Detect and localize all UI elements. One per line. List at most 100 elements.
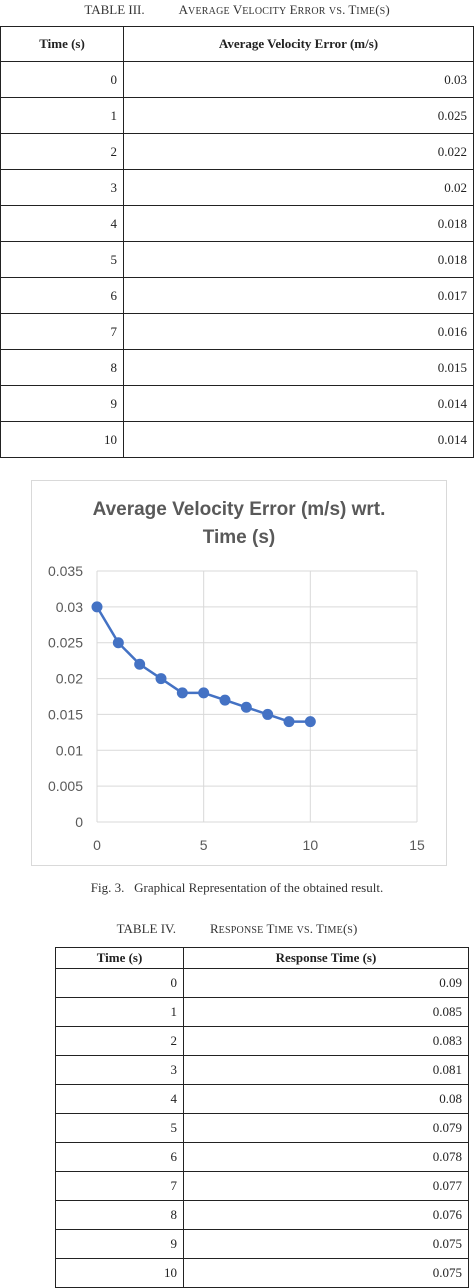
table-row: 2 0.083 (55, 1026, 469, 1056)
table-cell-time: 2 (0, 133, 124, 170)
y-tick-label: 0.015 (48, 706, 83, 722)
table4-header-time: Time (s) (55, 947, 184, 969)
table-cell-value: 0.09 (183, 968, 469, 998)
table-row: 8 0.015 (0, 349, 474, 386)
table-cell-time: 6 (0, 277, 124, 314)
table-row: 2 0.022 (0, 133, 474, 170)
table3-header-row: Time (s) Average Velocity Error (m/s) (0, 26, 474, 62)
table-cell-time: 1 (0, 97, 124, 134)
table-cell-value: 0.02 (123, 169, 474, 206)
y-tick-label: 0.03 (56, 599, 83, 615)
table-row: 7 0.077 (55, 1171, 469, 1201)
data-point (134, 658, 146, 670)
table-cell-value: 0.079 (183, 1113, 469, 1143)
x-tick-label: 0 (93, 837, 101, 853)
chart-area: Average Velocity Error (m/s) wrt. Time (… (31, 480, 447, 866)
table-cell-value: 0.077 (183, 1171, 469, 1201)
table-cell-value: 0.075 (183, 1229, 469, 1259)
table3-caption: TABLE III. AVERAGE VELOCITY ERROR VS. TIM… (0, 2, 474, 18)
table-cell-time: 7 (0, 313, 124, 350)
table-cell-value: 0.014 (123, 385, 474, 422)
table-cell-time: 0 (55, 968, 184, 998)
table-cell-value: 0.081 (183, 1055, 469, 1085)
table-cell-value: 0.075 (183, 1258, 469, 1288)
x-tick-label: 15 (409, 837, 425, 853)
table-cell-value: 0.018 (123, 205, 474, 242)
table-cell-time: 10 (55, 1258, 184, 1288)
y-tick-label: 0 (75, 814, 83, 830)
table-row: 3 0.02 (0, 169, 474, 206)
table-row: 4 0.08 (55, 1084, 469, 1114)
figure-caption: Fig. 3. Graphical Representation of the … (90, 880, 384, 895)
table4-caption-label: TABLE IV. (116, 921, 176, 936)
table-row: 3 0.081 (55, 1055, 469, 1085)
table-cell-time: 8 (0, 349, 124, 386)
table-cell-time: 4 (55, 1084, 184, 1114)
data-point (176, 687, 188, 699)
y-tick-label: 0.025 (48, 635, 83, 651)
table-row: 8 0.076 (55, 1200, 469, 1230)
table-cell-value: 0.078 (183, 1142, 469, 1172)
table-row: 5 0.018 (0, 241, 474, 278)
table-cell-value: 0.085 (183, 997, 469, 1027)
table-cell-time: 6 (55, 1142, 184, 1172)
table3-caption-label: TABLE III. (84, 2, 145, 17)
table-cell-value: 0.018 (123, 241, 474, 278)
table-cell-time: 8 (55, 1200, 184, 1230)
table-cell-value: 0.08 (183, 1084, 469, 1114)
data-point (240, 701, 252, 713)
table-row: 0 0.03 (0, 61, 474, 98)
table3-header-time: Time (s) (0, 26, 124, 62)
table-cell-value: 0.015 (123, 349, 474, 386)
table-row: 6 0.017 (0, 277, 474, 314)
table-cell-time: 9 (0, 385, 124, 422)
table-row: 9 0.075 (55, 1229, 469, 1259)
table-cell-time: 5 (0, 241, 124, 278)
table3-caption-title: AVERAGE VELOCITY ERROR VS. TIME(S) (178, 2, 390, 17)
table4-caption-title: RESPONSE TIME VS. TIME(S) (210, 921, 358, 936)
table-row: 10 0.075 (55, 1258, 469, 1288)
data-point (198, 687, 210, 699)
line-chart: Average Velocity Error (m/s) wrt. Time (… (48, 499, 425, 853)
table-cell-time: 2 (55, 1026, 184, 1056)
y-tick-label: 0.01 (56, 742, 83, 758)
y-tick-label: 0.035 (48, 563, 83, 579)
table-cell-value: 0.03 (123, 61, 474, 98)
table-cell-value: 0.076 (183, 1200, 469, 1230)
table-cell-time: 3 (55, 1055, 184, 1085)
table-row: 1 0.085 (55, 997, 469, 1027)
table-row: 9 0.014 (0, 385, 474, 422)
data-point (112, 637, 124, 649)
table-row: 10 0.014 (0, 421, 474, 458)
table-cell-value: 0.025 (123, 97, 474, 134)
table-cell-time: 5 (55, 1113, 184, 1143)
table3-header-error: Average Velocity Error (m/s) (123, 26, 474, 62)
y-tick-label: 0.005 (48, 778, 83, 794)
table-cell-time: 9 (55, 1229, 184, 1259)
data-point (304, 716, 316, 728)
x-tick-label: 10 (303, 837, 319, 853)
data-point (91, 601, 103, 613)
table-row: 1 0.025 (0, 97, 474, 134)
chart-title-line-1: Average Velocity Error (m/s) wrt. (93, 499, 386, 520)
table-row: 5 0.079 (55, 1113, 469, 1143)
table-cell-value: 0.083 (183, 1026, 469, 1056)
table-cell-time: 3 (0, 169, 124, 206)
data-point (219, 694, 231, 706)
data-point (283, 716, 295, 728)
table-cell-value: 0.014 (123, 421, 474, 458)
table-row: 4 0.018 (0, 205, 474, 242)
chart-title-line-2: Time (s) (203, 527, 276, 548)
data-point (262, 708, 274, 720)
table4-header-response: Response Time (s) (183, 947, 469, 969)
table4: Time (s) Response Time (s) 0 0.09 1 0.085 2 0… (55, 947, 469, 1288)
table-cell-value: 0.017 (123, 277, 474, 314)
table-cell-value: 0.016 (123, 313, 474, 350)
table-cell-time: 0 (0, 61, 124, 98)
table-cell-value: 0.022 (123, 133, 474, 170)
table4-header-row: Time (s) Response Time (s) (55, 947, 469, 969)
table-cell-time: 1 (55, 997, 184, 1027)
table-cell-time: 4 (0, 205, 124, 242)
data-point (155, 673, 167, 685)
